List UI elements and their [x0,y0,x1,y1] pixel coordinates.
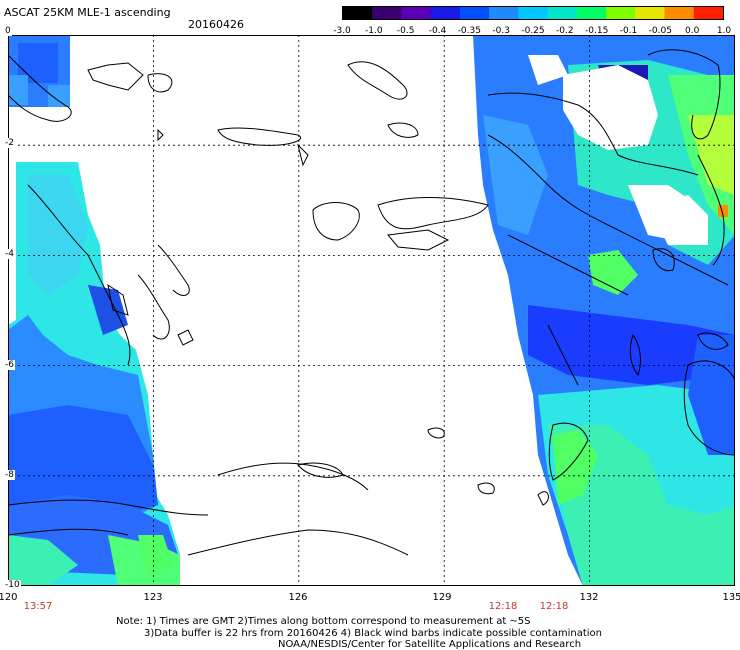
colorbar-label: -0.3 [492,26,510,36]
colorbar-segment [489,7,519,19]
colorbar-label: -1.0 [365,26,383,36]
colorbar-label: -0.1 [619,26,638,36]
plot-frame [8,35,735,586]
time-label-west: 13:57 [23,601,53,612]
colorbar-label: 1.0 [716,26,732,36]
x-tick-129: 129 [432,592,452,603]
colorbar [342,6,724,20]
colorbar-label: -0.2 [556,26,574,36]
x-tick-123: 123 [143,592,163,603]
colorbar-label: -0.4 [428,26,447,36]
colorbar-segment [430,7,461,19]
colorbar-label: 0.0 [684,26,700,36]
note-line-2: 3)Data buffer is 22 hrs from 20160426 4)… [144,628,602,639]
colorbar-segment [401,7,432,19]
colorbar-segment [518,7,549,19]
swath-west-north [8,35,70,107]
colorbar-segment [693,7,723,19]
y-tick-0: 0 [4,26,12,36]
time-label-east-2: 12:18 [539,601,569,612]
colorbar-label: -0.35 [457,26,481,36]
colorbar-label: -3.0 [333,26,351,36]
note-line-1: Note: 1) Times are GMT 2)Times along bot… [116,616,531,627]
x-tick-132: 132 [579,592,599,603]
note-line-3: NOAA/NESDIS/Center for Satellite Applica… [278,639,582,650]
y-tick-minus6: -6 [4,360,15,370]
x-tick-120: 120 [0,592,18,603]
y-tick-minus8: -8 [4,470,15,480]
map-title: ASCAT 25KM MLE-1 ascending [4,6,171,19]
map-date: 20160426 [188,18,244,31]
x-tick-126: 126 [288,592,308,603]
colorbar-segment [606,7,636,19]
map-plot [8,35,735,586]
y-tick-minus4: -4 [4,249,15,259]
colorbar-label: -0.15 [585,26,609,36]
coastlines [8,49,735,556]
colorbar-label: -0.05 [648,26,672,36]
colorbar-label: -0.25 [521,26,545,36]
colorbar-segment [547,7,578,19]
colorbar-segment [576,7,607,19]
swath-east [473,35,735,586]
colorbar-segment [343,7,373,19]
y-tick-minus10: -10 [4,580,21,590]
colorbar-segment [372,7,402,19]
time-label-east-1: 12:18 [488,601,518,612]
colorbar-segment [664,7,695,19]
colorbar-label: -0.5 [396,26,415,36]
swath-east-gaps [528,55,708,245]
colorbar-segment [459,7,490,19]
x-tick-135: 135 [722,592,740,603]
swath-west-main [8,162,180,586]
colorbar-segment [635,7,666,19]
y-tick-minus2: -2 [4,138,15,148]
grid [8,35,735,586]
